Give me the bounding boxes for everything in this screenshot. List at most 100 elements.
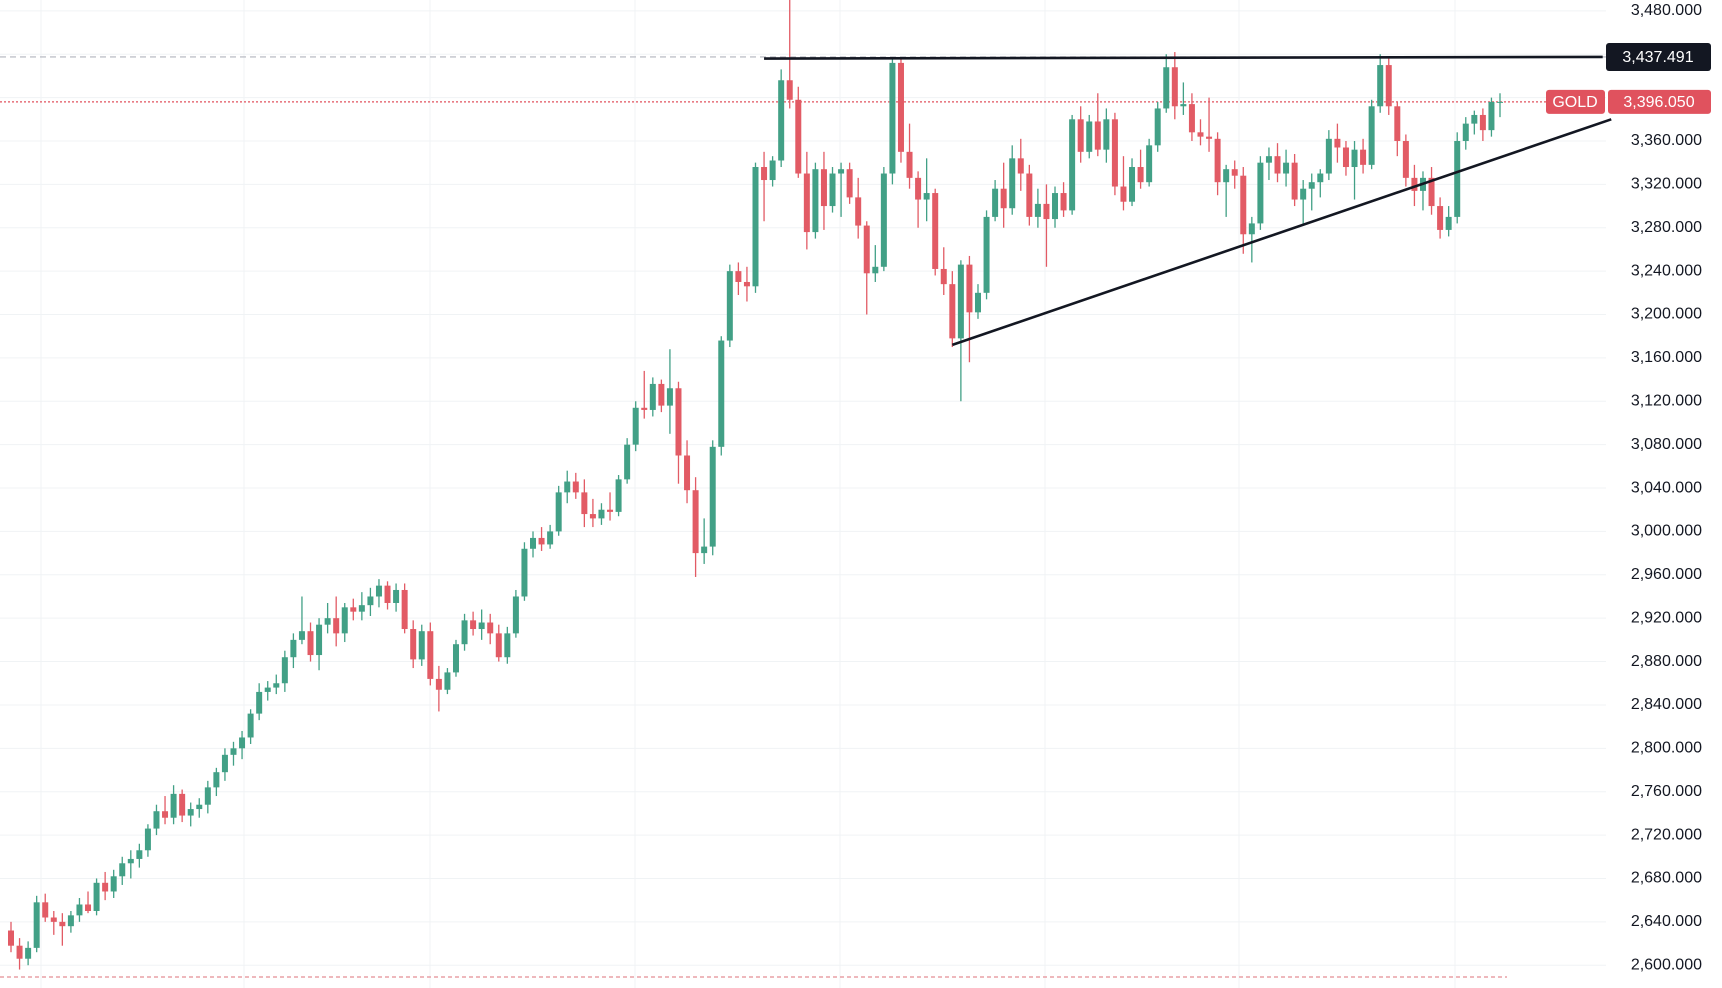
candle-body: [1445, 216, 1452, 230]
candle-body: [581, 492, 588, 515]
price-label-box: [1608, 89, 1711, 114]
candle-body: [461, 620, 468, 645]
candle-body: [487, 622, 494, 634]
candle-body: [1368, 106, 1375, 165]
candle-body: [1017, 158, 1024, 174]
candle-body: [110, 876, 117, 892]
y-tick-label: 3,320.000: [1631, 176, 1702, 193]
y-tick-label: 2,920.000: [1631, 609, 1702, 626]
candle-body: [239, 737, 246, 749]
candle-body: [85, 904, 92, 911]
candle-body: [478, 622, 485, 630]
candle-body: [1231, 169, 1238, 176]
candle-body: [427, 631, 434, 679]
candle-body: [803, 173, 810, 233]
candle-body: [25, 947, 32, 959]
candle-body: [341, 607, 348, 634]
candle-body: [179, 793, 186, 816]
candle-body: [273, 683, 280, 688]
candle-body: [495, 633, 502, 658]
candle-body: [1402, 140, 1409, 178]
y-tick-label: 3,040.000: [1631, 479, 1702, 496]
candle-body: [1497, 101, 1503, 103]
candle-body: [8, 930, 14, 946]
candle-body: [144, 828, 151, 851]
candle-body: [880, 173, 887, 267]
candle-body: [1291, 162, 1298, 200]
candle-body: [1342, 147, 1349, 168]
price-name-box: [1546, 89, 1605, 114]
y-tick-label: 2,720.000: [1631, 826, 1702, 843]
candle-body: [1265, 156, 1272, 163]
candle-body: [624, 444, 631, 480]
candle-body: [247, 713, 254, 738]
candle-body: [615, 479, 622, 512]
price-name: GOLD: [1552, 94, 1597, 111]
candle-body: [718, 340, 725, 447]
candle-body: [1394, 106, 1401, 141]
candle-body: [1283, 162, 1290, 174]
y-tick-label: 3,280.000: [1631, 219, 1702, 236]
candle-body: [196, 804, 203, 810]
y-tick-label: 3,360.000: [1631, 132, 1702, 149]
candle-body: [966, 264, 973, 313]
candle-body: [1437, 206, 1444, 230]
candle-body: [1077, 119, 1084, 152]
candle-body: [1479, 114, 1486, 131]
candle-body: [1240, 175, 1247, 235]
candle-body: [949, 284, 956, 339]
candle-body: [470, 620, 477, 630]
candle-body: [1009, 158, 1016, 209]
candle-body: [127, 858, 134, 864]
candle-body: [1300, 188, 1307, 200]
candle-body: [684, 455, 691, 491]
candle-body: [795, 99, 802, 174]
candle-body: [401, 589, 408, 630]
candle-body: [1129, 167, 1136, 202]
candle-body: [1171, 67, 1178, 107]
candles: [8, 0, 1503, 970]
candle-body: [915, 177, 922, 200]
y-tick-label: 3,120.000: [1631, 392, 1702, 409]
candle-body: [410, 629, 417, 660]
candle-body: [957, 264, 964, 339]
candle-body: [846, 169, 853, 198]
candle-body: [983, 216, 990, 293]
candle-body: [1206, 136, 1213, 139]
candle-body: [589, 514, 596, 519]
candle-body: [50, 917, 57, 922]
candle-body: [512, 596, 519, 634]
y-tick-label: 3,480.000: [1631, 2, 1702, 19]
candle-body: [778, 80, 785, 161]
candle-body: [281, 657, 288, 684]
trendline: [764, 55, 1603, 60]
candle-body: [204, 787, 211, 805]
candle-body: [992, 188, 999, 217]
candle-body: [213, 772, 220, 788]
candle-body: [298, 631, 305, 640]
trendline: [951, 118, 1612, 347]
candle-body: [256, 691, 263, 714]
candle-body: [16, 945, 23, 959]
candle-body: [607, 509, 614, 512]
candle-body: [812, 169, 819, 233]
candle-body: [1308, 182, 1315, 189]
candle-body: [1069, 119, 1076, 211]
candle-body: [1188, 104, 1195, 133]
candle-body: [1111, 119, 1118, 187]
candle-body: [444, 672, 451, 690]
candle-body: [59, 921, 66, 927]
candle-body: [316, 624, 323, 656]
candle-body: [1026, 173, 1033, 217]
candle-body: [1146, 145, 1153, 183]
candle-body: [153, 811, 160, 829]
candle-body: [1428, 177, 1435, 207]
candle-body: [1317, 173, 1324, 183]
candle-body: [872, 266, 879, 274]
y-tick-label: 2,640.000: [1631, 913, 1702, 930]
candle-body: [974, 292, 981, 313]
candle-body: [358, 605, 365, 612]
candle-body: [1094, 121, 1101, 150]
candle-body: [649, 383, 656, 410]
